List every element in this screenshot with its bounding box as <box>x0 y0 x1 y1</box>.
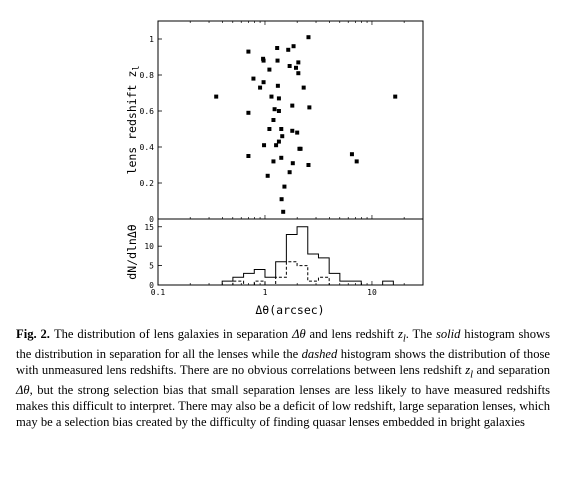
figure-caption: Fig. 2. The distribution of lens galaxies… <box>16 327 550 430</box>
scatter-point <box>281 210 285 214</box>
histogram-y-tick-label: 5 <box>149 262 154 271</box>
scatter-frame <box>158 21 423 219</box>
histogram-y-tick-label: 15 <box>144 223 154 232</box>
scatter-point <box>288 64 292 68</box>
scatter-point <box>246 111 250 115</box>
scatter-point <box>271 118 275 122</box>
scatter-point <box>290 129 294 133</box>
caption-label: Fig. 2. <box>16 327 50 341</box>
scatter-point <box>393 95 397 99</box>
scatter-point <box>355 159 359 163</box>
scatter-point <box>279 156 283 160</box>
y-axis-title-main: lens redshift z <box>125 71 139 175</box>
scatter-y-axis-title: lens redshift zl <box>125 66 142 175</box>
x-axis-title: Δθ(arcsec) <box>255 303 324 317</box>
scatter-point <box>262 59 266 63</box>
scatter-point <box>307 105 311 109</box>
scatter-y-tick-label: 0.8 <box>140 71 155 80</box>
caption-fragment: Δθ <box>292 327 306 341</box>
scatter-point <box>292 44 296 48</box>
x-tick-label: 0.1 <box>151 288 166 297</box>
scatter-point <box>306 163 310 167</box>
scatter-point <box>275 46 279 50</box>
histogram-series <box>222 227 404 285</box>
x-tick-label: 10 <box>367 288 377 297</box>
scatter-point <box>262 143 266 147</box>
scatter-point <box>262 80 266 84</box>
scatter-point <box>294 66 298 70</box>
scatter-point <box>302 86 306 90</box>
scatter-point <box>279 127 283 131</box>
scatter-point <box>246 50 250 54</box>
histogram-y-axis-title: dN/dlnΔθ <box>125 224 139 279</box>
scatter-point <box>295 131 299 135</box>
scatter-point <box>273 107 277 111</box>
scatter-point <box>290 104 294 108</box>
scatter-point <box>282 185 286 189</box>
scatter-point <box>269 95 273 99</box>
caption-fragment: . The <box>406 327 436 341</box>
scatter-panel: 00.20.40.60.81 lens redshift zl <box>125 21 423 224</box>
scatter-point <box>258 86 262 90</box>
caption-text: The distribution of lens galaxies in sep… <box>16 327 550 429</box>
scatter-point <box>291 161 295 165</box>
histogram-solid-line <box>222 227 404 285</box>
caption-fragment: , but the strong selection bias that sma… <box>16 383 550 428</box>
histogram-frame <box>158 219 423 285</box>
scatter-point <box>296 71 300 75</box>
scatter-point <box>277 109 281 113</box>
scatter-y-tick-label: 0.4 <box>140 143 155 152</box>
caption-fragment: solid <box>436 327 461 341</box>
scatter-point <box>350 152 354 156</box>
scatter-point <box>214 95 218 99</box>
caption-fragment: and lens redshift <box>306 327 398 341</box>
caption-fragment: and separation <box>473 363 550 377</box>
scatter-y-tick-label: 1 <box>149 35 154 44</box>
y-axis-title-subscript: l <box>132 66 142 71</box>
scatter-point <box>280 197 284 201</box>
scatter-y-axis: 00.20.40.60.81 <box>140 21 423 224</box>
scatter-point <box>277 140 281 144</box>
scatter-point <box>246 154 250 158</box>
scatter-point <box>280 134 284 138</box>
scatter-point <box>274 143 278 147</box>
scatter-y-tick-label: 0.2 <box>140 179 155 188</box>
scatter-point <box>276 59 280 63</box>
scatter-point <box>266 174 270 178</box>
scatter-point <box>267 127 271 131</box>
scatter-point <box>276 84 280 88</box>
scatter-points <box>214 35 397 214</box>
scatter-y-tick-label: 0.6 <box>140 107 155 116</box>
scatter-point <box>288 170 292 174</box>
scatter-point <box>251 77 255 81</box>
x-tick-label: 1 <box>263 288 268 297</box>
histogram-y-tick-label: 10 <box>144 242 154 251</box>
scatter-point <box>271 159 275 163</box>
scatter-point <box>267 68 271 72</box>
scatter-point <box>296 60 300 64</box>
scatter-point <box>299 147 303 151</box>
scatter-point <box>286 48 290 52</box>
caption-fragment: Δθ <box>16 383 30 397</box>
caption-fragment: dashed <box>302 347 338 361</box>
scatter-point <box>306 35 310 39</box>
scatter-point <box>277 96 281 100</box>
caption-fragment: The distribution of lens galaxies in sep… <box>54 327 292 341</box>
